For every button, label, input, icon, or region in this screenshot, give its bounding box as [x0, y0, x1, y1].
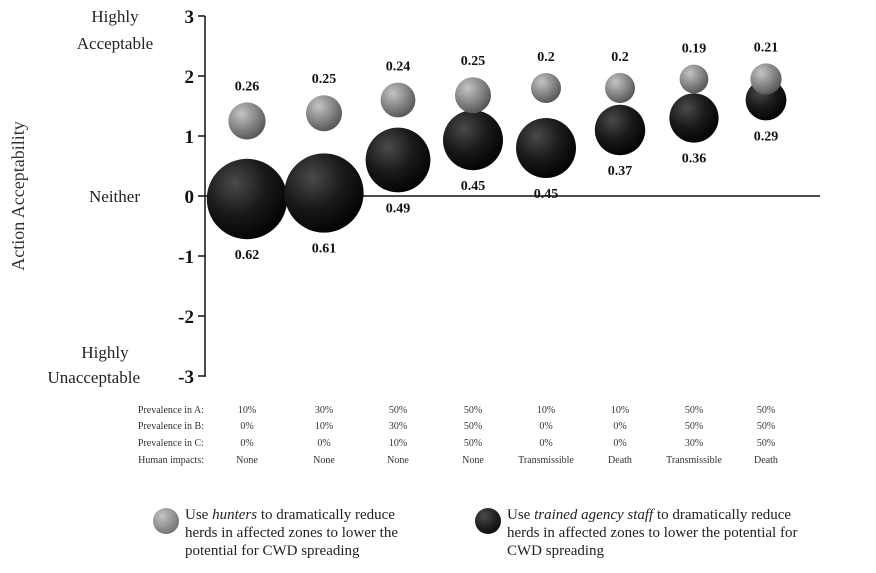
y-axis-label: Action Acceptability	[8, 121, 28, 270]
condition-cell: None	[387, 455, 409, 466]
bubble-agency-staff	[594, 104, 646, 156]
condition-row-label: Prevalence in A:	[138, 405, 204, 416]
bubble-hunters	[380, 82, 416, 118]
legend-item-hunters: Use hunters to dramatically reduce herds…	[153, 506, 473, 568]
condition-cell: 10%	[238, 405, 256, 416]
condition-row-label: Human impacts:	[138, 455, 204, 466]
bubble-hunters	[306, 95, 342, 132]
y-tick-label: 2	[185, 67, 195, 88]
bubble-chart: -3 -2 -1 0 1 2 3 Highly Acceptable Neither Highly…	[8, 7, 820, 466]
data-label: 0.19	[682, 42, 707, 57]
condition-cell: 50%	[685, 421, 703, 432]
legend-text: herds in affected zones to lower the pot…	[507, 525, 798, 541]
condition-cell: 50%	[685, 405, 703, 416]
legend-text: to dramatically reduce	[653, 507, 792, 523]
condition-cell: 50%	[757, 438, 775, 449]
legend-swatch-gray	[153, 508, 179, 534]
data-label: 0.25	[461, 54, 486, 69]
data-label: 0.61	[312, 242, 337, 257]
data-label: 0.45	[461, 179, 486, 194]
bubble-agency-staff	[443, 110, 503, 171]
legend-text: herds in affected zones to lower the	[185, 525, 398, 541]
condition-cell: 0%	[613, 438, 626, 449]
condition-cell: Death	[608, 455, 632, 466]
condition-cell: 0%	[539, 421, 552, 432]
condition-cell: 50%	[757, 405, 775, 416]
bubble-hunters	[228, 102, 266, 140]
condition-cell: 10%	[389, 438, 407, 449]
data-label: 0.21	[754, 40, 779, 55]
condition-cell: 0%	[240, 438, 253, 449]
qual-label-middle: Neither	[89, 187, 140, 206]
legend-text-emph: hunters	[212, 507, 258, 523]
data-label: 0.26	[235, 79, 260, 94]
bubble-agency-staff	[284, 153, 364, 233]
condition-cell: 0%	[240, 421, 253, 432]
data-label: 0.29	[754, 129, 779, 144]
data-label: 0.2	[611, 50, 629, 65]
condition-cell: 50%	[389, 405, 407, 416]
qual-label-bottom: Unacceptable	[48, 368, 141, 387]
bubble-hunters	[455, 77, 491, 114]
legend-text: CWD spreading	[507, 543, 605, 559]
y-tick-label: -2	[178, 307, 194, 328]
legend-text-emph: trained agency staff	[534, 507, 654, 523]
legend-item-agency-staff: Use trained agency staff to dramatically…	[475, 506, 875, 568]
condition-cell: Death	[754, 455, 778, 466]
condition-cell: None	[236, 455, 258, 466]
bubble-agency-staff	[365, 127, 431, 193]
condition-cell: 30%	[315, 405, 333, 416]
condition-cell: 30%	[685, 438, 703, 449]
data-label: 0.36	[682, 152, 707, 167]
y-tick-label: 1	[185, 127, 195, 148]
condition-cell: 0%	[317, 438, 330, 449]
bubble-hunters	[750, 63, 782, 95]
condition-row-label: Prevalence in C:	[138, 438, 204, 449]
qual-label-bottom: Highly	[81, 343, 129, 362]
bubble-hunters	[679, 64, 709, 94]
data-label: 0.45	[534, 187, 559, 202]
bubble-hunters	[605, 73, 635, 103]
condition-cell: 0%	[539, 438, 552, 449]
bubble-agency-staff	[206, 158, 288, 240]
legend-text: Use	[185, 507, 213, 523]
condition-cell: 0%	[613, 421, 626, 432]
condition-cell: None	[462, 455, 484, 466]
legend-swatch-black	[475, 508, 501, 534]
condition-row-label: Prevalence in B:	[138, 421, 204, 432]
condition-cell: 10%	[315, 421, 333, 432]
condition-cell: 30%	[389, 421, 407, 432]
condition-cell: 10%	[537, 405, 555, 416]
condition-cell: 50%	[464, 405, 482, 416]
legend-text: to dramatically reduce	[257, 507, 395, 523]
legend-text: potential for CWD spreading	[185, 543, 360, 559]
data-label: 0.49	[386, 201, 411, 216]
bubble-agency-staff	[669, 93, 719, 143]
condition-cell: 50%	[464, 421, 482, 432]
bubble-hunters	[531, 73, 561, 103]
qual-label-top: Highly	[91, 7, 139, 26]
y-tick-label: 3	[185, 7, 195, 28]
condition-cell: None	[313, 455, 335, 466]
data-label: 0.62	[235, 248, 260, 263]
qual-label-top: Acceptable	[77, 34, 153, 53]
condition-cell: 10%	[611, 405, 629, 416]
legend-text: Use	[507, 507, 535, 523]
y-tick-label: -3	[178, 367, 194, 388]
data-label: 0.37	[608, 164, 633, 179]
data-label: 0.2	[537, 50, 555, 65]
y-tick-label: -1	[178, 247, 194, 268]
y-tick-label: 0	[185, 187, 195, 208]
data-label: 0.25	[312, 72, 337, 87]
condition-cell: Transmissible	[518, 455, 574, 466]
data-label: 0.24	[386, 60, 411, 75]
condition-cell: 50%	[757, 421, 775, 432]
bubble-agency-staff	[516, 118, 576, 178]
condition-cell: Transmissible	[666, 455, 722, 466]
condition-cell: 50%	[464, 438, 482, 449]
